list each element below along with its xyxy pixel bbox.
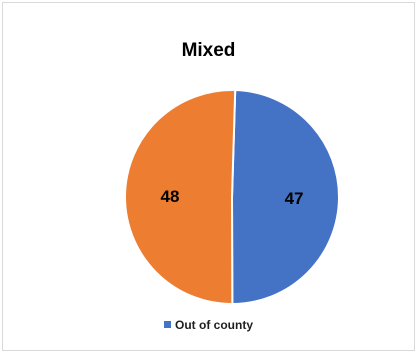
pie-data-labels: 47 48: [160, 187, 303, 208]
data-label-1: 48: [160, 187, 179, 206]
legend: Out of county: [0, 318, 417, 332]
legend-swatch-out-of-county: [164, 321, 171, 328]
pie-slices: [123, 89, 340, 306]
data-label-0: 47: [285, 189, 304, 208]
legend-label-out-of-county: Out of county: [175, 318, 253, 332]
chart-title: Mixed: [181, 40, 236, 61]
pie-slice-1: [123, 89, 237, 305]
pie-slice-0: [230, 89, 340, 306]
